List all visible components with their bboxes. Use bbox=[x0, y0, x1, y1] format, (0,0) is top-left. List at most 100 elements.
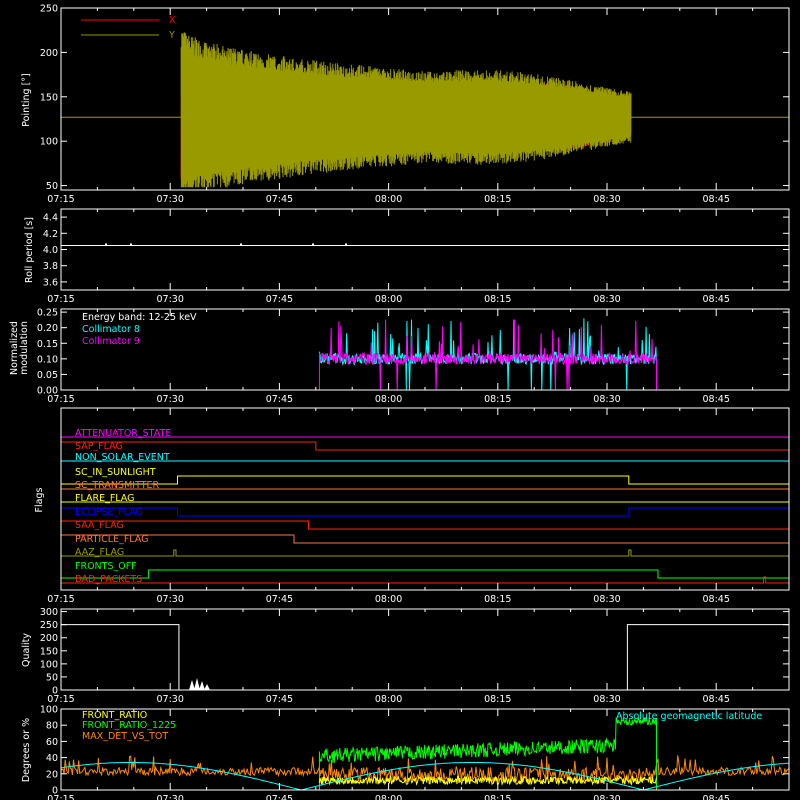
y-tick-label: 100 bbox=[40, 659, 58, 670]
x-tick-label: 08:00 bbox=[375, 194, 402, 205]
y-tick-label: 0 bbox=[52, 686, 58, 697]
flag-flare-flag-label: FLARE_FLAG bbox=[75, 493, 135, 504]
energy-band-label: Energy band: 12-25 keV bbox=[82, 312, 197, 323]
x-tick-label: 08:00 bbox=[375, 694, 402, 705]
y-tick-label: 0.15 bbox=[37, 339, 58, 350]
flag-eclipse-flag-label: ECLIPSE_FLAG bbox=[75, 507, 143, 518]
flag-sc-in-sunlight-trace bbox=[61, 475, 789, 485]
flag-particle-flag-trace bbox=[61, 534, 789, 544]
x-tick-label: 07:15 bbox=[47, 294, 74, 305]
x-tick-label: 08:30 bbox=[593, 394, 620, 405]
x-tick-label: 07:15 bbox=[47, 794, 74, 800]
y-tick-label: 4.2 bbox=[43, 229, 58, 240]
flag-sc-in-sunlight-label: SC_IN_SUNLIGHT bbox=[75, 467, 156, 478]
x-tick-label: 08:45 bbox=[703, 294, 730, 305]
flag-sap-flag-label: SAP_FLAG bbox=[75, 441, 123, 452]
flag-sap-flag-trace bbox=[61, 441, 789, 451]
x-tick-label: 08:30 bbox=[593, 294, 620, 305]
x-tick-label: 08:15 bbox=[484, 594, 511, 605]
collimator-9-series bbox=[318, 319, 657, 391]
legend-front-ratio: FRONT_RATIO bbox=[82, 710, 147, 721]
y-tick-label: 150 bbox=[40, 646, 58, 657]
y-tick-label: 4.0 bbox=[43, 245, 58, 256]
roll-period-point bbox=[345, 243, 347, 246]
x-tick-label: 08:45 bbox=[703, 694, 730, 705]
quality-spike bbox=[189, 680, 195, 690]
x-tick-label: 07:30 bbox=[157, 594, 184, 605]
y-tick-label: 250 bbox=[40, 620, 58, 631]
pointing-y-series bbox=[180, 32, 632, 188]
quality-frame bbox=[60, 608, 790, 691]
modulation-ylabel-line2: modulation bbox=[19, 321, 30, 375]
y-tick-label: 50 bbox=[46, 181, 58, 192]
x-tick-label: 07:15 bbox=[47, 394, 74, 405]
y-tick-label: 50 bbox=[46, 672, 58, 683]
legend-front-ratio-1225: FRONT_RATIO_1225 bbox=[82, 720, 176, 731]
quality-spike bbox=[194, 678, 200, 690]
x-tick-label: 07:15 bbox=[47, 194, 74, 205]
x-tick-label: 07:15 bbox=[47, 694, 74, 705]
y-tick-label: 0.05 bbox=[37, 370, 58, 381]
y-tick-label: 200 bbox=[40, 48, 58, 59]
x-tick-label: 07:45 bbox=[266, 394, 293, 405]
y-tick-label: 0.25 bbox=[37, 308, 58, 319]
y-tick-label: 200 bbox=[40, 633, 58, 644]
legend-max-det-vs-tot: MAX_DET_VS_TOT bbox=[82, 731, 168, 742]
legend-collimator-8: Collimator 8 bbox=[82, 324, 140, 335]
ratio-traces bbox=[60, 716, 790, 791]
x-tick-label: 08:00 bbox=[375, 594, 402, 605]
flag-fronts-off-trace bbox=[61, 569, 789, 579]
x-tick-label: 08:15 bbox=[484, 394, 511, 405]
flag-fronts-off-label: FRONTS_OFF bbox=[75, 561, 137, 572]
x-tick-label: 07:45 bbox=[266, 794, 293, 800]
y-tick-label: 250 bbox=[40, 4, 58, 15]
y-tick-label: 100 bbox=[40, 137, 58, 148]
x-tick-label: 07:45 bbox=[266, 594, 293, 605]
x-tick-label: 07:30 bbox=[157, 194, 184, 205]
x-tick-label: 08:45 bbox=[703, 194, 730, 205]
legend-x-label: X bbox=[169, 15, 176, 26]
y-tick-label: 0 bbox=[52, 786, 58, 797]
quality-x-ticks: 07:15 07:30 07:45 08:00 08:15 08:30 08:45 bbox=[47, 609, 754, 705]
flag-particle-flag-label: PARTICLE_FLAG bbox=[75, 534, 148, 545]
roll-period-x-ticks: 07:15 07:30 07:45 08:00 08:15 08:30 08:45 bbox=[47, 209, 754, 305]
ratios-ylabel: Degrees or % bbox=[21, 718, 32, 782]
pointing-ylabel: Pointing [°] bbox=[21, 73, 32, 126]
max-det-vs-tot-series bbox=[60, 755, 790, 784]
flags-ylabel: Flags bbox=[34, 487, 45, 512]
geomagnetic-latitude-label: Absolute geomagnetic latitude bbox=[616, 711, 762, 722]
modulation-y-ticks: 0.00 0.05 0.10 0.15 0.20 0.25 bbox=[37, 308, 789, 397]
roll-period-point bbox=[130, 243, 132, 246]
x-tick-label: 08:45 bbox=[703, 794, 730, 800]
geomagnetic-latitude-series bbox=[60, 762, 790, 791]
ratios-y-ticks: 0 20 40 60 80 100 bbox=[40, 705, 789, 797]
pointing-x-ticks: 07:15 07:30 07:45 08:00 08:15 08:30 08:45 bbox=[47, 8, 754, 205]
x-tick-label: 08:15 bbox=[484, 794, 511, 800]
quality-ylabel: Quality bbox=[21, 633, 32, 667]
x-tick-label: 07:30 bbox=[157, 294, 184, 305]
flag-attenuator-state-label: ATTENUATOR_STATE bbox=[75, 428, 171, 439]
flag-aaz-flag-trace bbox=[61, 549, 789, 557]
y-tick-label: 150 bbox=[40, 92, 58, 103]
x-tick-label: 08:45 bbox=[703, 394, 730, 405]
flag-aaz-flag-label: AAZ_FLAG bbox=[75, 547, 124, 558]
legend-collimator-9: Collimator 9 bbox=[82, 336, 140, 347]
pointing-y-ticks: 50 100 150 200 250 bbox=[40, 4, 789, 192]
x-tick-label: 08:00 bbox=[375, 794, 402, 800]
roll-period-y-ticks: 3.6 3.8 4.0 4.2 4.4 bbox=[43, 213, 789, 288]
legend-y-label: Y bbox=[168, 30, 175, 41]
flag-saa-flag-trace bbox=[61, 520, 789, 530]
roll-period-point bbox=[240, 243, 242, 246]
modulation-x-ticks: 07:15 07:30 07:45 08:00 08:15 08:30 08:45 bbox=[47, 309, 754, 405]
quality-spike bbox=[199, 681, 205, 690]
x-tick-label: 08:45 bbox=[703, 594, 730, 605]
pointing-traces bbox=[61, 32, 789, 188]
x-tick-label: 07:45 bbox=[266, 694, 293, 705]
pointing-panel: 50 100 150 200 250 07:15 07:30 07:45 08:00 08:15… bbox=[21, 4, 790, 205]
y-tick-label: 300 bbox=[40, 607, 58, 618]
x-tick-label: 08:00 bbox=[375, 294, 402, 305]
y-tick-label: 60 bbox=[46, 737, 58, 748]
